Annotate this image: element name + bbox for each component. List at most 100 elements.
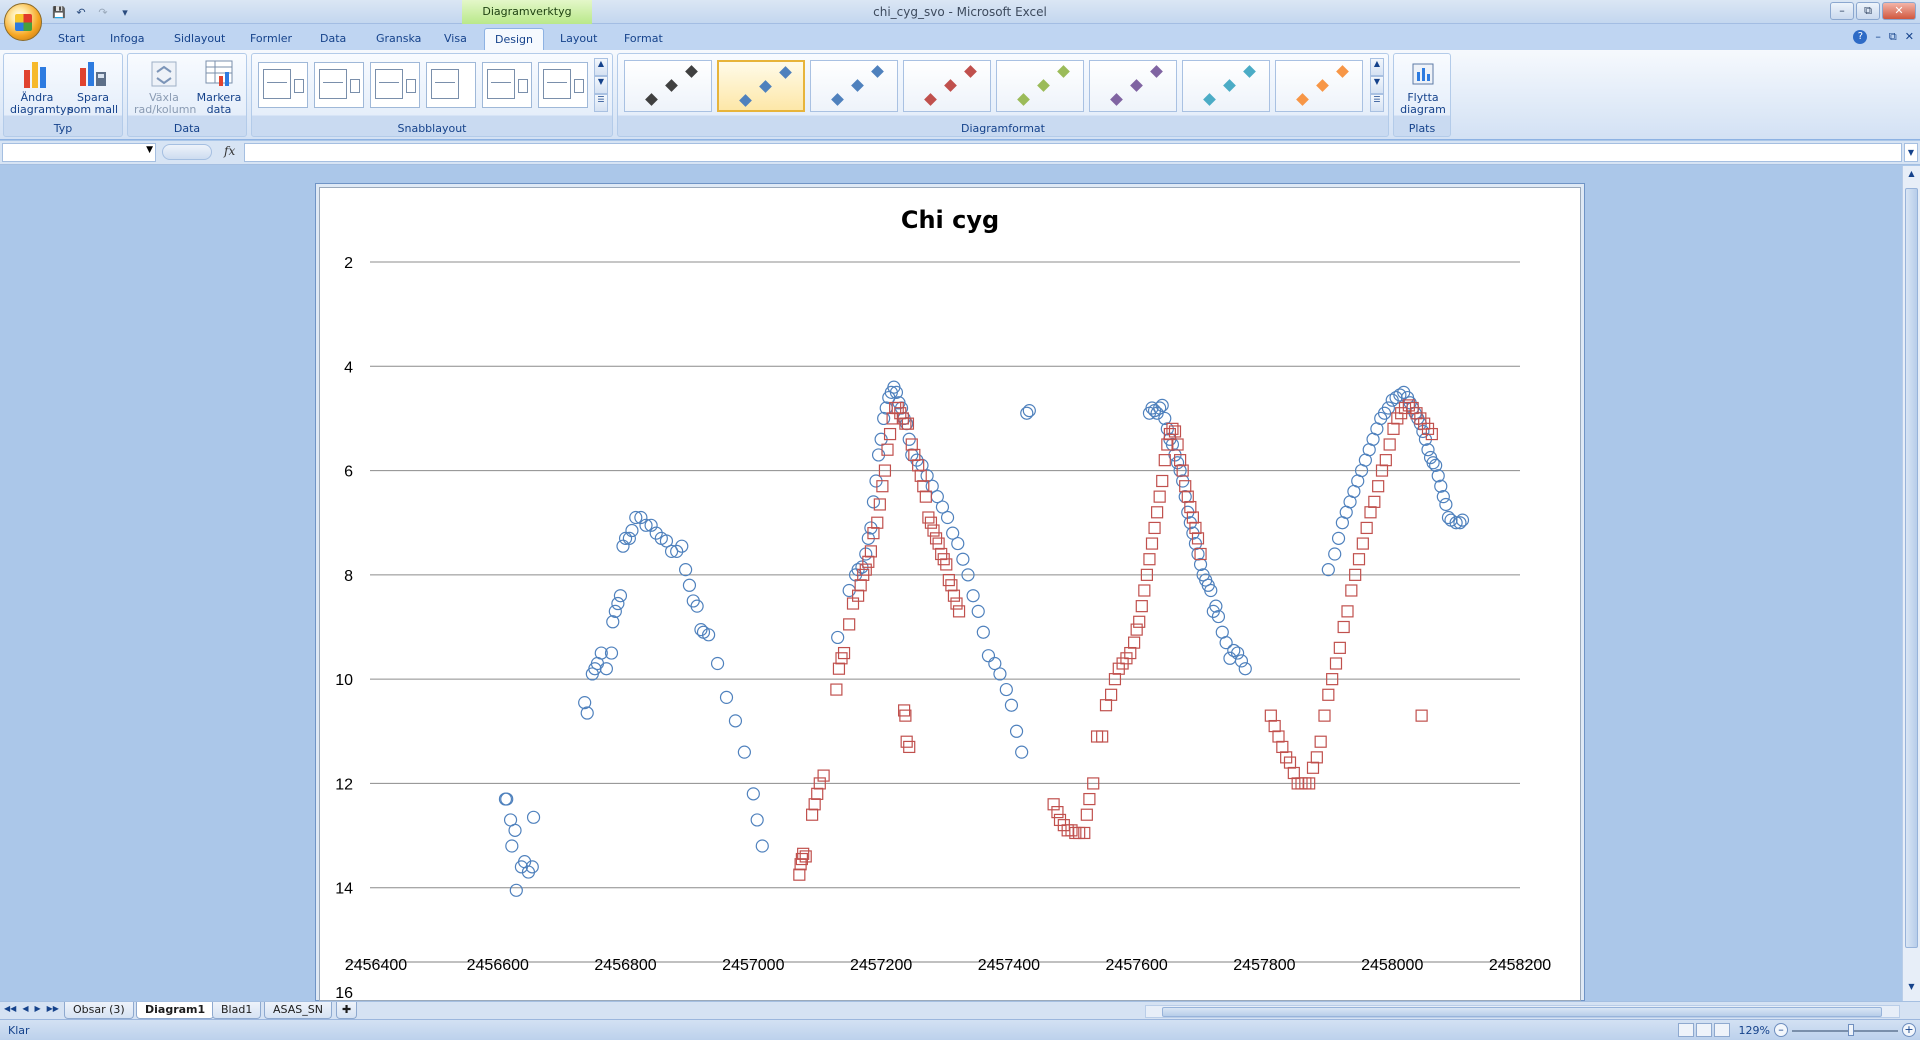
chart-style-4[interactable] — [903, 60, 991, 112]
prev-sheet-icon[interactable]: ◀ — [22, 1004, 29, 1013]
customize-qat-icon[interactable]: ▾ — [122, 5, 128, 19]
data-point-circle — [1328, 547, 1342, 561]
chart-style-8[interactable] — [1275, 60, 1363, 112]
layout-more-icon[interactable]: ☰ — [594, 94, 608, 112]
chart-style-3[interactable] — [810, 60, 898, 112]
workbook-restore-icon[interactable]: ⧉ — [1888, 30, 1897, 43]
formula-input[interactable] — [244, 143, 1902, 162]
quick-layout-4[interactable] — [426, 62, 476, 108]
tab-granska[interactable]: Granska — [376, 32, 422, 45]
page-layout-view-icon[interactable] — [1696, 1023, 1712, 1037]
chart-style-7[interactable] — [1182, 60, 1270, 112]
data-point-square — [1276, 740, 1289, 754]
name-box[interactable]: ▼ — [2, 143, 156, 162]
style-sample-marker — [851, 79, 864, 92]
zoom-level[interactable]: 129% — [1738, 1024, 1770, 1037]
style-sample-marker — [1057, 65, 1070, 78]
sheet-tab-diagram1[interactable]: Diagram1 — [136, 1002, 215, 1019]
plot-area[interactable]: 2 4 6 8 10 12 14 16 2456400 2456600 2456800 2457000… — [320, 188, 1581, 1001]
data-point-circle — [675, 539, 689, 553]
zoom-out-icon[interactable]: – — [1774, 1023, 1788, 1037]
insert-function-icon[interactable]: fx — [224, 144, 236, 158]
switch-row-column-button[interactable]: Växla rad/kolumn — [134, 58, 197, 120]
x-tick-label: 2457000 — [722, 957, 784, 974]
layout-scroll-down-icon[interactable]: ▼ — [594, 76, 608, 94]
horizontal-scroll-thumb[interactable] — [1162, 1007, 1882, 1017]
zoom-slider-track[interactable] — [1792, 1030, 1898, 1032]
minimize-icon[interactable]: – — [1830, 2, 1854, 20]
scroll-up-icon[interactable]: ▲ — [1908, 169, 1915, 178]
tab-data[interactable]: Data — [320, 32, 347, 45]
sheet-tab-obsar[interactable]: Obsar (3) — [64, 1002, 134, 1019]
chart-title[interactable]: Chi cyg — [900, 206, 1000, 234]
redo-icon[interactable]: ↷ — [98, 5, 108, 19]
next-sheet-icon[interactable]: ▶ — [34, 1004, 41, 1013]
sheet-tab-blad1[interactable]: Blad1 — [212, 1002, 262, 1019]
select-data-icon — [203, 58, 235, 90]
data-point-square — [837, 646, 851, 660]
close-icon[interactable]: ✕ — [1882, 2, 1916, 20]
workbook-close-icon[interactable]: ✕ — [1904, 30, 1914, 43]
normal-view-icon[interactable] — [1678, 1023, 1694, 1037]
data-point-circle — [961, 568, 975, 582]
name-box-dropdown-icon[interactable]: ▼ — [146, 145, 153, 155]
first-sheet-icon[interactable]: ◀◀ — [4, 1004, 17, 1013]
quick-layout-6[interactable] — [538, 62, 588, 108]
chart-tools-context-label: Diagramverktyg — [462, 0, 592, 24]
tab-design[interactable]: Design — [484, 28, 544, 50]
style-scroll-down-icon[interactable]: ▼ — [1370, 76, 1384, 94]
scroll-down-icon[interactable]: ▼ — [1908, 982, 1915, 991]
chart-style-6[interactable] — [1089, 60, 1177, 112]
save-as-template-button[interactable]: Spara som mall — [66, 58, 120, 120]
layout-scroll-up-icon[interactable]: ▲ — [594, 58, 608, 76]
save-icon[interactable]: 💾 — [52, 5, 66, 19]
vertical-scroll-thumb[interactable] — [1905, 188, 1918, 948]
data-point-square — [1360, 521, 1373, 535]
quick-layout-2[interactable] — [314, 62, 364, 108]
zoom-slider-knob[interactable] — [1848, 1024, 1854, 1036]
data-point-circle — [1219, 636, 1233, 650]
office-button[interactable] — [4, 3, 42, 41]
quick-layout-1[interactable] — [258, 62, 308, 108]
tab-formler[interactable]: Formler — [250, 32, 293, 45]
data-point-circle — [1238, 662, 1252, 676]
move-chart-button[interactable]: Flytta diagram — [1396, 58, 1450, 120]
tab-sidlayout[interactable]: Sidlayout — [174, 32, 226, 45]
chart-style-1[interactable] — [624, 60, 712, 112]
data-point-square — [1306, 761, 1320, 774]
page-break-view-icon[interactable] — [1714, 1023, 1730, 1037]
select-data-label: Markera data — [196, 91, 242, 116]
workbook-minimize-icon[interactable]: – — [1875, 30, 1881, 43]
expand-formula-bar-icon[interactable]: ▼ — [1904, 143, 1918, 162]
tab-infoga[interactable]: Infoga — [110, 32, 145, 45]
style-sample-marker — [1150, 65, 1163, 78]
sheet-tab-asas-sn[interactable]: ASAS_SN — [264, 1002, 332, 1019]
data-point-square — [1158, 454, 1171, 467]
change-chart-type-button[interactable]: Ändra diagramtyp — [10, 58, 74, 120]
horizontal-scrollbar[interactable] — [1145, 1005, 1900, 1018]
style-scroll-up-icon[interactable]: ▲ — [1370, 58, 1384, 76]
quick-layout-5[interactable] — [482, 62, 532, 108]
switch-row-column-label: Växla rad/kolumn — [134, 91, 197, 116]
insert-sheet-icon[interactable]: ✚ — [336, 1002, 358, 1019]
help-icon[interactable]: ? — [1853, 30, 1868, 44]
tab-format[interactable]: Format — [624, 32, 663, 45]
data-point-circle — [719, 690, 734, 704]
style-sample-marker — [831, 93, 844, 106]
data-point-circle — [505, 839, 519, 853]
undo-icon[interactable]: ↶ — [76, 5, 86, 19]
zoom-in-icon[interactable]: + — [1902, 1023, 1916, 1037]
style-more-icon[interactable]: ☰ — [1370, 94, 1384, 112]
vertical-scrollbar[interactable]: ▲ ▼ — [1902, 166, 1920, 1001]
quick-layout-3[interactable] — [370, 62, 420, 108]
tab-visa[interactable]: Visa — [444, 32, 467, 45]
restore-icon[interactable]: ⧉ — [1856, 2, 1880, 20]
last-sheet-icon[interactable]: ▶▶ — [46, 1004, 59, 1013]
group-location: Flytta diagram Plats — [1393, 53, 1451, 137]
select-data-button[interactable]: Markera data — [192, 58, 246, 120]
chart-area[interactable]: Chi cyg 2 4 6 8 10 12 14 16 2456400 2456600 245680… — [319, 187, 1581, 1001]
chart-style-2[interactable] — [717, 60, 805, 112]
chart-style-5[interactable] — [996, 60, 1084, 112]
tab-layout[interactable]: Layout — [560, 32, 598, 45]
tab-start[interactable]: Start — [58, 32, 85, 45]
